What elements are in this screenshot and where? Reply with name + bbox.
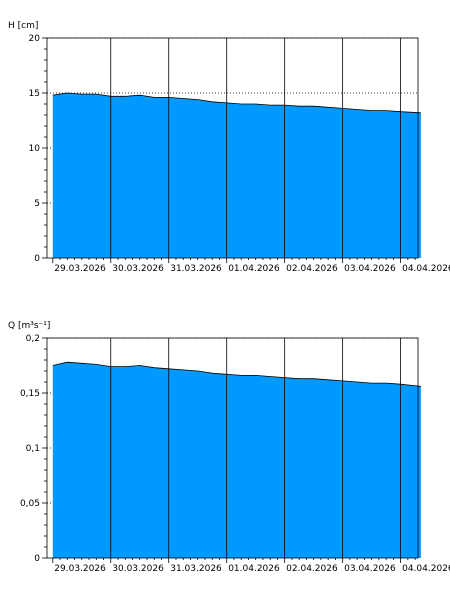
x-tick-label: 31.03.2026 <box>170 264 222 274</box>
x-tick-label: 01.04.2026 <box>228 564 280 574</box>
x-tick-label: 02.04.2026 <box>286 264 338 274</box>
y-tick-label: 0,15 <box>20 389 40 399</box>
x-tick-label: 29.03.2026 <box>54 564 106 574</box>
x-tick-label: 30.03.2026 <box>112 564 164 574</box>
x-tick-label: 02.04.2026 <box>286 564 338 574</box>
x-tick-label: 30.03.2026 <box>112 264 164 274</box>
x-tick-label: 31.03.2026 <box>170 564 222 574</box>
discharge-chart: Q [m³s⁻¹] 0 0,05 0,1 0,15 0,2 29.03.2026 30.03.… <box>8 321 450 574</box>
y-tick-label: 15 <box>29 89 40 99</box>
series-area <box>52 362 421 558</box>
y-axis-label: H [cm] <box>8 21 38 31</box>
y-tick-label: 10 <box>29 144 41 154</box>
series-line <box>52 361 421 387</box>
series-area <box>52 93 421 258</box>
y-tick-label: 0 <box>34 554 40 564</box>
x-tick-label: 03.04.2026 <box>344 564 396 574</box>
y-axis-label: Q [m³s⁻¹] <box>8 321 50 331</box>
x-tick-label: 04.04.2026 <box>402 264 450 274</box>
y-tick-label: 20 <box>29 34 41 44</box>
x-tick-label: 29.03.2026 <box>54 264 106 274</box>
y-tick-label: 0,2 <box>26 334 40 344</box>
y-tick-label: 5 <box>34 199 40 209</box>
y-tick-label: 0 <box>34 254 40 264</box>
x-tick-label: 04.04.2026 <box>402 564 450 574</box>
series-line <box>52 92 421 114</box>
x-tick-label: 01.04.2026 <box>228 264 280 274</box>
x-tick-label: 03.04.2026 <box>344 264 396 274</box>
y-tick-label: 0,05 <box>20 499 40 509</box>
water-level-chart: H [cm] 0 5 10 15 20 29.03.2026 30.03.2026 31.03.… <box>8 21 450 274</box>
y-tick-label: 0,1 <box>26 444 40 454</box>
